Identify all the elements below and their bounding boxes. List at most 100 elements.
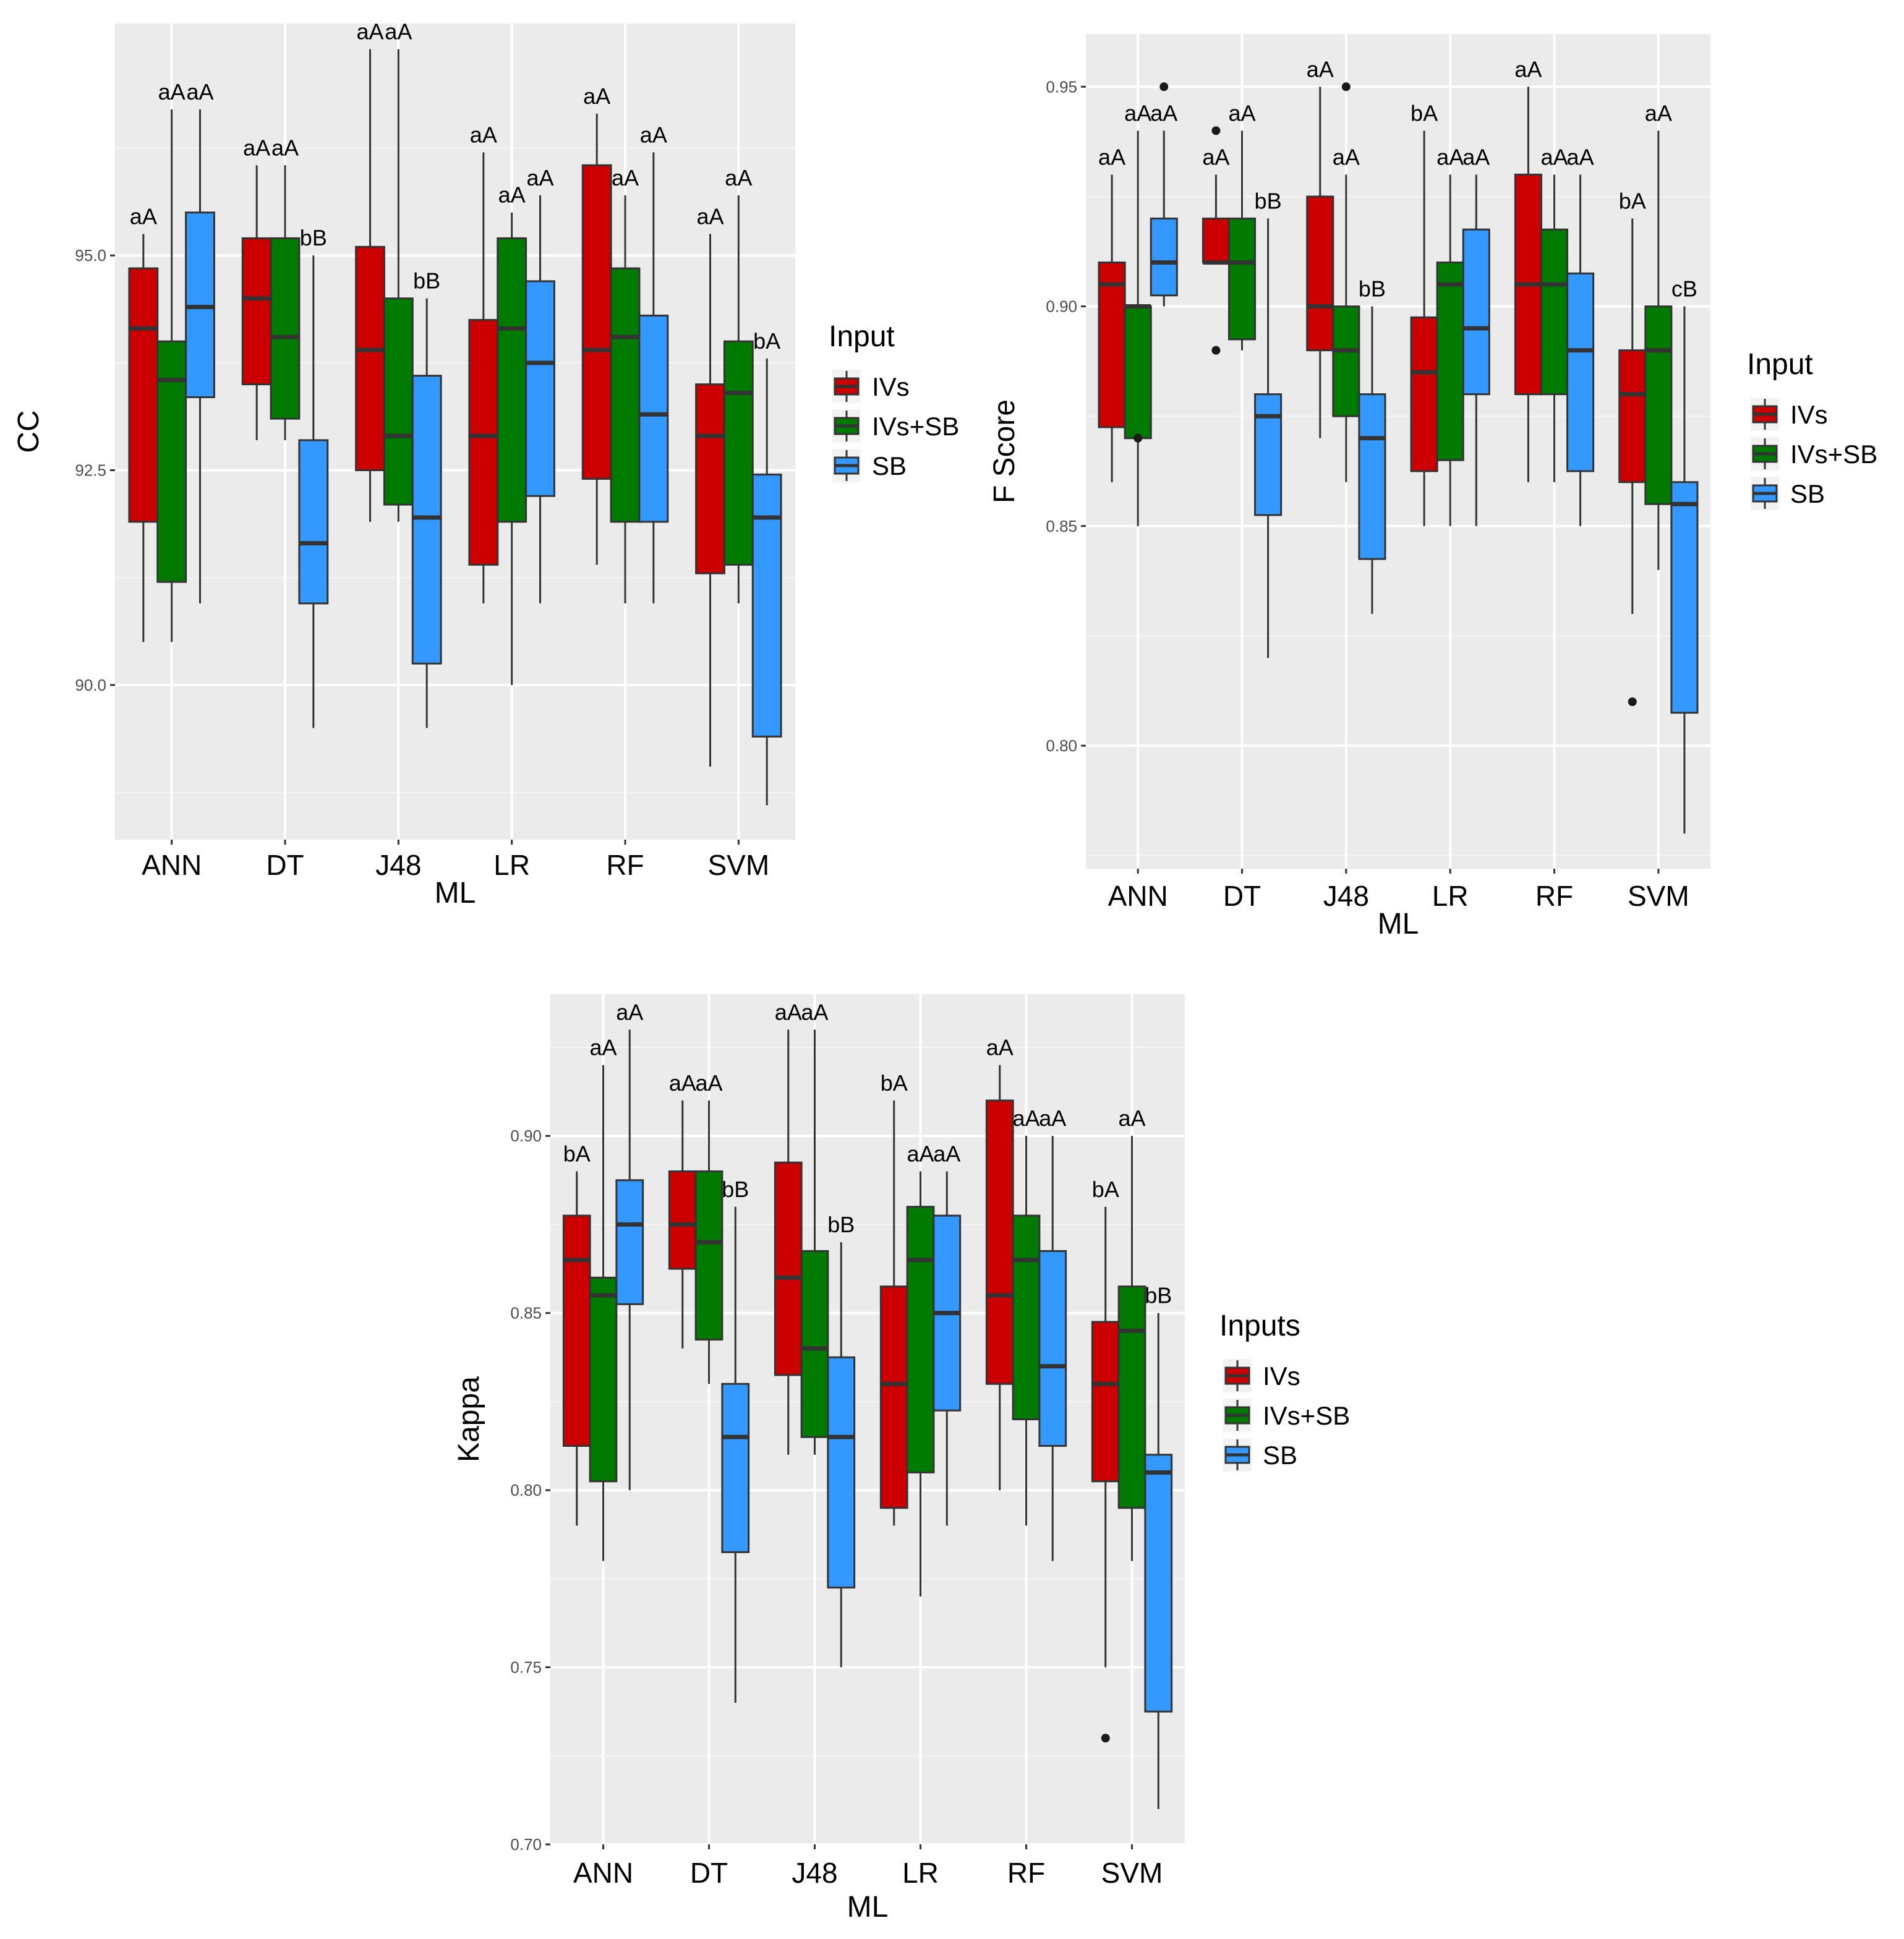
significance-label: aA <box>583 83 610 109</box>
y-tick-label: 0.95 <box>1046 77 1077 96</box>
box-body <box>879 1285 908 1509</box>
significance-label: bB <box>1255 188 1282 213</box>
box-dt-ivs: aA <box>668 1070 697 1349</box>
box-ann-ivs-plus-sb: aA <box>156 79 187 642</box>
outlier-point <box>1133 433 1143 443</box>
box-body <box>355 245 385 472</box>
significance-label: aA <box>1098 144 1125 169</box>
box-body <box>668 1170 697 1270</box>
box-body <box>723 340 754 566</box>
significance-label: aA <box>271 135 299 160</box>
significance-label: aA <box>907 1141 934 1166</box>
significance-label: aA <box>669 1070 696 1096</box>
box-body <box>1436 261 1464 461</box>
box-ann-ivs: aA <box>128 203 159 642</box>
significance-label: bB <box>300 225 327 250</box>
significance-label: aA <box>1567 144 1594 169</box>
significance-label: bA <box>881 1070 908 1096</box>
legend: Input IVs IVs+SB SB <box>829 320 959 482</box>
x-tick-label-rf: RF <box>1535 880 1573 912</box>
significance-label: aA <box>1039 1106 1066 1131</box>
box-lr-ivs: bA <box>879 1070 908 1526</box>
x-tick-label-j48: J48 <box>792 1857 837 1889</box>
legend-title: Inputs <box>1219 1310 1300 1342</box>
outlier-point <box>1159 82 1169 92</box>
significance-label: aA <box>933 1141 960 1166</box>
significance-label: bB <box>722 1177 749 1202</box>
outlier-point <box>1628 697 1637 706</box>
significance-label: aA <box>1202 144 1229 169</box>
box-j48-ivs: aA <box>355 19 385 522</box>
significance-label: aA <box>498 182 526 208</box>
significance-label: aA <box>1462 144 1490 169</box>
box-ann-ivs: aA <box>1098 144 1126 482</box>
box-lr-ivs: bA <box>1410 100 1438 526</box>
y-tick-label: 0.80 <box>1046 736 1077 755</box>
box-body <box>1358 393 1386 560</box>
significance-label: aA <box>1124 100 1151 126</box>
x-tick-label-rf: RF <box>1007 1857 1045 1889</box>
significance-label: aA <box>1540 144 1568 169</box>
significance-label: aA <box>1228 100 1255 126</box>
box-svm-ivs-plus-sb: aA <box>723 165 754 603</box>
box-body <box>589 1276 618 1483</box>
box-j48-ivs-plus-sb: aA <box>800 999 829 1455</box>
significance-label: bB <box>413 268 440 294</box>
box-body <box>1124 305 1152 440</box>
box-dt-ivs: aA <box>241 135 272 440</box>
box-rf-ivs-plus-sb: aA <box>610 165 641 603</box>
x-axis-title: ML <box>1378 908 1419 940</box>
significance-label: bB <box>1145 1283 1172 1308</box>
significance-label: aA <box>640 122 667 147</box>
x-tick-label-lr: LR <box>1432 880 1469 912</box>
box-j48-ivs-plus-sb: aA <box>383 19 414 522</box>
box-j48-ivs-plus-sb: aA <box>1332 144 1360 482</box>
box-rf-sb: aA <box>1038 1106 1067 1561</box>
x-tick-label-ann: ANN <box>142 849 202 881</box>
x-tick-label-dt: DT <box>690 1857 728 1889</box>
x-tick-label-svm: SVM <box>1101 1857 1163 1889</box>
legend: Input IVs IVs+SB SB <box>1747 348 1877 510</box>
significance-label: aA <box>356 19 383 45</box>
box-body <box>1306 195 1334 352</box>
box-body <box>241 237 272 386</box>
box-body <box>1117 1285 1146 1509</box>
x-tick-label-ann: ANN <box>1108 880 1168 912</box>
y-tick-label: 92.5 <box>75 461 106 480</box>
box-body <box>985 1099 1014 1385</box>
significance-label: aA <box>986 1035 1014 1060</box>
significance-label: aA <box>158 79 186 104</box>
box-body <box>1410 316 1438 472</box>
box-lr-ivs-plus-sb: aA <box>497 182 527 685</box>
y-tick-label: 0.90 <box>510 1127 542 1145</box>
x-tick-label-ann: ANN <box>573 1857 633 1889</box>
significance-label: bA <box>1619 188 1646 213</box>
box-body <box>751 473 782 738</box>
box-rf-ivs-plus-sb: aA <box>1012 1106 1041 1526</box>
significance-label: aA <box>130 203 157 229</box>
x-tick-label-dt: DT <box>1223 880 1261 912</box>
significance-label: aA <box>385 19 412 45</box>
box-j48-sb: bB <box>1358 276 1386 614</box>
box-body <box>270 237 301 420</box>
significance-label: aA <box>1012 1106 1040 1131</box>
significance-label: aA <box>695 1070 722 1096</box>
legend-label: SB <box>1790 479 1825 508</box>
box-ann-ivs-plus-sb: aA <box>589 1035 618 1561</box>
box-ann-ivs-plus-sb: aA <box>1124 100 1152 526</box>
box-dt-sb: bB <box>1254 188 1283 658</box>
x-tick-label-j48: J48 <box>375 849 421 881</box>
y-tick-label: 90.0 <box>75 676 106 694</box>
x-tick-label-lr: LR <box>493 849 530 881</box>
plot-panel-background <box>550 994 1185 1844</box>
box-j48-sb: bB <box>411 268 442 728</box>
box-body <box>774 1161 803 1376</box>
box-lr-ivs-plus-sb: aA <box>1436 144 1464 526</box>
box-body <box>800 1250 829 1438</box>
legend-label: SB <box>872 451 907 480</box>
significance-label: aA <box>243 135 270 160</box>
box-dt-ivs-plus-sb: aA <box>1227 100 1257 351</box>
box-lr-ivs: aA <box>468 122 499 603</box>
